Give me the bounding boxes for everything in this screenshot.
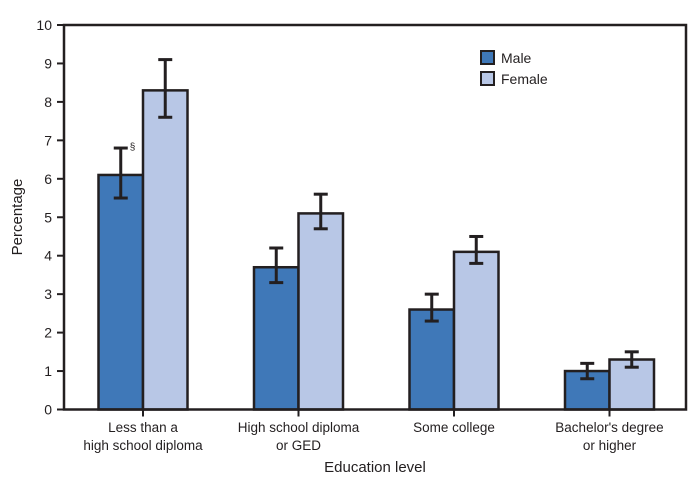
x-tick-label: High school diploma <box>238 420 360 435</box>
y-tick-label: 9 <box>44 55 52 71</box>
bars <box>97 89 656 411</box>
bar-male <box>97 173 145 411</box>
bar-female <box>297 212 345 411</box>
x-tick-label: Some college <box>413 420 495 435</box>
y-tick-label: 0 <box>44 402 52 418</box>
x-axis-title: Education level <box>324 459 426 476</box>
plot-frame <box>62 23 688 411</box>
y-tick-label: 7 <box>44 132 52 148</box>
x-tick-label: Bachelor's degree <box>555 420 663 435</box>
x-tick-label: or higher <box>583 438 637 453</box>
x-tick-label: or GED <box>276 438 321 453</box>
y-tick-label: 2 <box>44 325 52 341</box>
legend: Male Female <box>480 50 548 87</box>
error-bars <box>113 58 639 381</box>
bar-male <box>252 265 300 411</box>
y-tick-label: 4 <box>44 248 52 264</box>
y-axis-title: Percentage <box>9 179 26 256</box>
y-tick-label: 6 <box>44 171 52 187</box>
x-tick-label: high school diploma <box>83 438 203 453</box>
legend-swatch-male <box>480 50 495 65</box>
x-axis-ticks: Less than a high school diploma High schoo… <box>83 409 664 453</box>
legend-label-female: Female <box>501 71 548 87</box>
y-tick-label: 3 <box>44 286 52 302</box>
bar-female <box>452 250 500 411</box>
bar-female <box>141 89 189 411</box>
y-tick-label: 8 <box>44 94 52 110</box>
legend-swatch-female <box>480 71 495 86</box>
bar-male <box>408 308 456 411</box>
y-tick-label: 1 <box>44 363 52 379</box>
y-tick-label: 5 <box>44 209 52 225</box>
annotations: § <box>130 142 136 153</box>
x-tick-label: Less than a <box>108 420 178 435</box>
y-tick-label: 10 <box>36 17 52 33</box>
footnote-marker: § <box>130 142 136 153</box>
plot-border <box>62 23 688 411</box>
legend-label-male: Male <box>501 50 532 66</box>
y-axis-ticks: 0 1 2 3 4 5 6 7 8 9 10 <box>36 17 64 418</box>
